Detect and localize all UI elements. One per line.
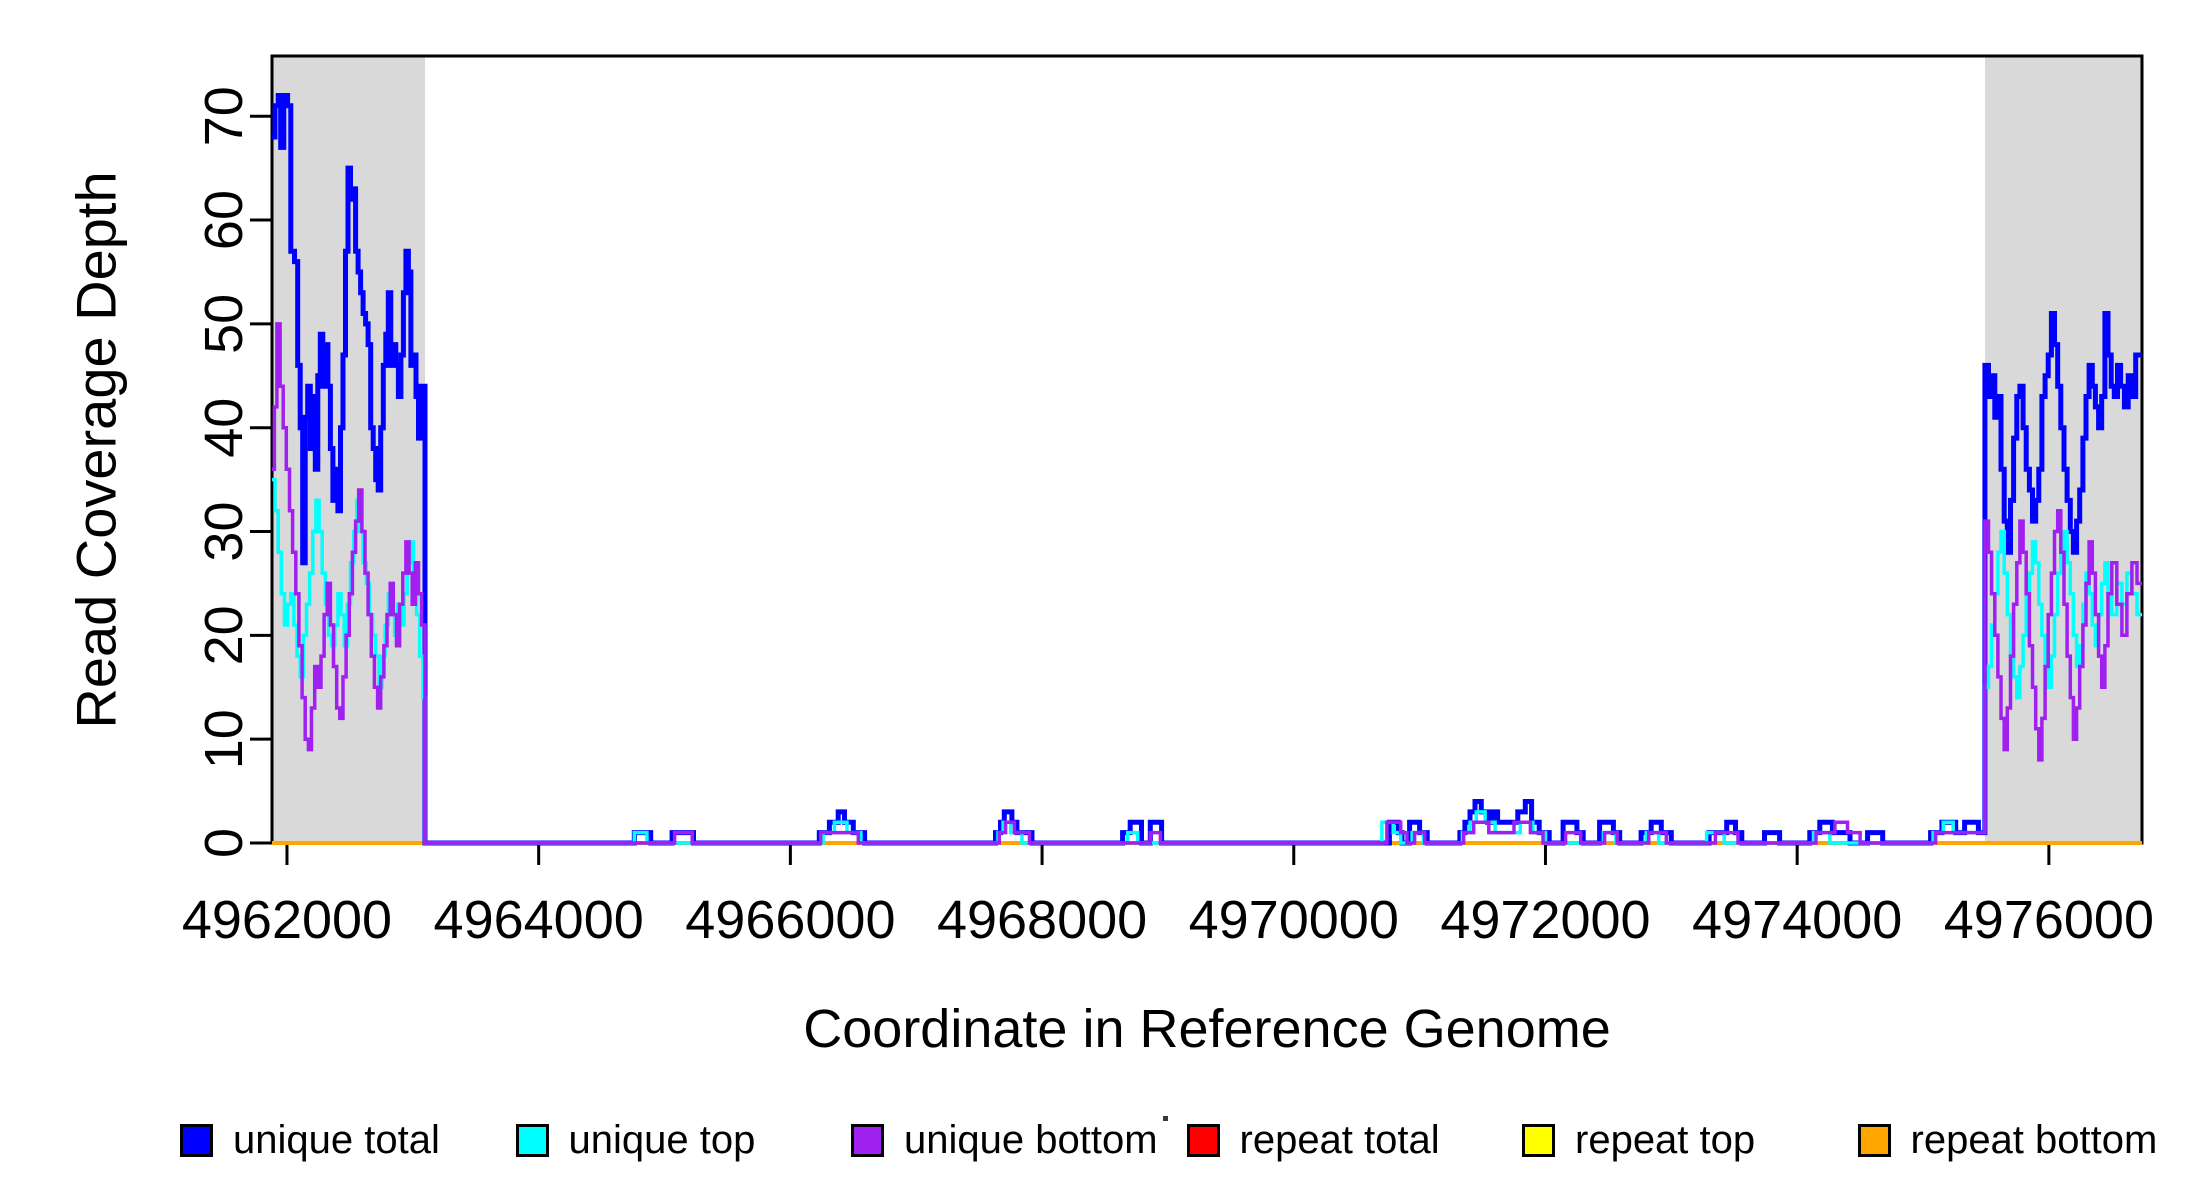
- plot-box: [270, 54, 2144, 845]
- x-tick-label: 4964000: [434, 890, 644, 950]
- legend-item-unique-top: unique top: [515, 1118, 756, 1162]
- y-axis-title: Read Coverage Depth: [64, 171, 128, 729]
- y-tick-label: 10: [194, 709, 254, 769]
- y-tick-label: 50: [194, 294, 254, 354]
- x-tick-label: 4962000: [182, 890, 392, 950]
- legend-label: unique top: [568, 1118, 756, 1162]
- x-tick-label: 4976000: [1944, 890, 2154, 950]
- x-tick-label: 4974000: [1692, 890, 1902, 950]
- series-unique-bottom: [272, 322, 2142, 845]
- legend-swatch-icon: [851, 1123, 884, 1157]
- x-tick-label: 4968000: [937, 890, 1147, 950]
- legend-swatch-icon: [180, 1123, 213, 1157]
- legend-item-unique-bottom: unique bottom: [851, 1120, 1158, 1160]
- legend-label: repeat top: [1575, 1118, 1756, 1162]
- x-tick-label: 4970000: [1189, 890, 1399, 950]
- legend-label: unique total: [233, 1118, 440, 1162]
- legend-swatch-icon: [1857, 1123, 1891, 1157]
- series-unique-top: [272, 477, 2142, 845]
- x-tick-label: 4972000: [1440, 890, 1650, 950]
- legend-label: repeat total: [1239, 1118, 1440, 1162]
- y-tick-label: 30: [194, 501, 254, 561]
- x-tick-label: 4966000: [685, 890, 895, 950]
- x-axis-title: Coordinate in Reference Genome: [803, 999, 1611, 1059]
- stray-dot: [1163, 1116, 1168, 1121]
- y-tick-label: 60: [194, 190, 254, 250]
- y-tick-label: 20: [194, 605, 254, 665]
- legend-swatch-icon: [515, 1123, 549, 1157]
- legend-swatch-icon: [1186, 1123, 1220, 1157]
- y-tick-label: 40: [194, 398, 254, 458]
- legend-item-repeat-bottom: repeat bottom: [1857, 1118, 2158, 1162]
- legend-swatch-icon: [1522, 1123, 1555, 1157]
- legend-item-unique-total: unique total: [180, 1120, 440, 1160]
- series-unique-total: [272, 93, 2142, 846]
- legend-label: unique bottom: [904, 1118, 1158, 1162]
- y-tick-label: 0: [194, 828, 254, 858]
- legend-item-repeat-top: repeat top: [1522, 1120, 1755, 1160]
- legend-label: repeat bottom: [1910, 1118, 2158, 1162]
- legend-item-repeat-total: repeat total: [1186, 1118, 1440, 1162]
- y-tick-label: 70: [194, 86, 254, 146]
